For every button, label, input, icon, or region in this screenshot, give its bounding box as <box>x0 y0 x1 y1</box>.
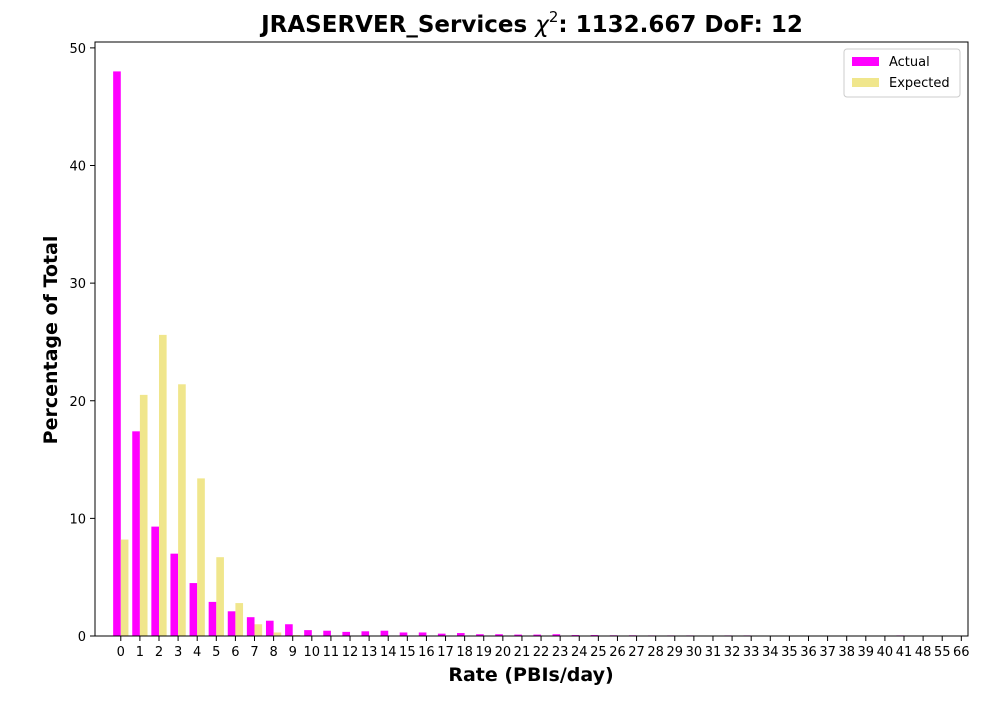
y-tick-label-30: 30 <box>69 277 86 292</box>
x-tick-label-18: 18 <box>456 645 473 660</box>
x-tick-label-1: 1 <box>136 645 144 660</box>
legend-label-expected: Expected <box>889 76 950 91</box>
x-tick-label-4: 4 <box>193 645 201 660</box>
x-tick-label-34: 34 <box>762 645 779 660</box>
x-tick-label-38: 38 <box>838 645 855 660</box>
bar-actual-12 <box>342 632 350 636</box>
x-tick-label-10: 10 <box>304 645 321 660</box>
x-tick-label-16: 16 <box>418 645 435 660</box>
x-tick-label-14: 14 <box>380 645 397 660</box>
bar-actual-14 <box>381 631 389 636</box>
bar-actual-11 <box>323 631 331 636</box>
bar-expected-8 <box>274 632 282 636</box>
x-tick-label-0: 0 <box>117 645 125 660</box>
x-tick-label-30: 30 <box>686 645 703 660</box>
title-sup: 2 <box>549 8 559 26</box>
x-tick-label-41: 41 <box>896 645 913 660</box>
x-tick-label-40: 40 <box>877 645 894 660</box>
x-tick-label-22: 22 <box>533 645 550 660</box>
bar-actual-10 <box>304 630 312 636</box>
x-tick-label-24: 24 <box>571 645 588 660</box>
bar-actual-6 <box>228 611 236 636</box>
x-axis-label: Rate (PBIs/day) <box>448 664 613 686</box>
x-tick-label-23: 23 <box>552 645 569 660</box>
title-prefix: JRASERVER_Services <box>259 12 535 38</box>
legend: Actual Expected <box>844 49 960 97</box>
bar-expected-1 <box>140 395 148 636</box>
y-tick-label-40: 40 <box>69 160 86 175</box>
title-chi: χ <box>533 12 550 38</box>
x-tick-label-27: 27 <box>628 645 645 660</box>
x-tick-label-17: 17 <box>437 645 454 660</box>
bar-actual-16 <box>419 632 427 636</box>
x-tick-label-29: 29 <box>666 645 683 660</box>
legend-swatch-expected <box>852 78 879 87</box>
x-tick-label-25: 25 <box>590 645 607 660</box>
bar-expected-7 <box>255 624 263 636</box>
title-suffix: : 1132.667 DoF: 12 <box>558 12 803 38</box>
bar-expected-0 <box>121 540 129 636</box>
x-tick-label-6: 6 <box>231 645 239 660</box>
bar-actual-7 <box>247 617 255 636</box>
chart-title: JRASERVER_Services χ2: 1132.667 DoF: 12 <box>259 8 803 38</box>
bar-actual-4 <box>190 583 198 636</box>
bar-expected-5 <box>216 557 224 636</box>
x-tick-label-32: 32 <box>724 645 741 660</box>
x-tick-label-37: 37 <box>819 645 836 660</box>
legend-label-actual: Actual <box>889 55 930 70</box>
bar-actual-1 <box>132 431 140 636</box>
x-tick-label-55: 55 <box>934 645 951 660</box>
x-tick-label-35: 35 <box>781 645 798 660</box>
y-tick-label-10: 10 <box>69 512 86 527</box>
x-tick-label-33: 33 <box>743 645 760 660</box>
legend-swatch-actual <box>852 57 879 66</box>
bar-actual-9 <box>285 624 293 636</box>
plot-frame <box>95 42 968 636</box>
bar-actual-0 <box>113 71 121 636</box>
x-tick-label-5: 5 <box>212 645 220 660</box>
x-tick-label-26: 26 <box>609 645 626 660</box>
x-tick-label-15: 15 <box>399 645 416 660</box>
bar-actual-2 <box>151 527 159 636</box>
x-tick-label-36: 36 <box>800 645 817 660</box>
x-tick-label-39: 39 <box>858 645 875 660</box>
bar-actual-3 <box>170 554 178 636</box>
bar-expected-4 <box>197 478 205 636</box>
x-tick-label-19: 19 <box>475 645 492 660</box>
x-tick-label-7: 7 <box>250 645 258 660</box>
y-tick-label-50: 50 <box>69 42 86 57</box>
x-tick-label-13: 13 <box>361 645 378 660</box>
x-tick-label-20: 20 <box>495 645 512 660</box>
y-tick-label-20: 20 <box>69 395 86 410</box>
x-tick-label-2: 2 <box>155 645 163 660</box>
x-tick-label-66: 66 <box>953 645 970 660</box>
bar-actual-15 <box>400 632 408 636</box>
bar-expected-6 <box>235 603 243 636</box>
y-axis-label: Percentage of Total <box>40 236 62 445</box>
bar-expected-3 <box>178 384 186 636</box>
x-tick-label-28: 28 <box>647 645 664 660</box>
x-tick-label-12: 12 <box>342 645 359 660</box>
x-tick-label-11: 11 <box>323 645 340 660</box>
bar-expected-2 <box>159 335 167 636</box>
bar-actual-5 <box>209 602 217 636</box>
x-tick-label-31: 31 <box>705 645 722 660</box>
bar-actual-13 <box>361 631 369 636</box>
bar-actual-8 <box>266 621 274 636</box>
x-tick-label-9: 9 <box>289 645 297 660</box>
y-tick-label-0: 0 <box>78 630 86 645</box>
x-tick-label-21: 21 <box>514 645 531 660</box>
x-tick-label-48: 48 <box>915 645 932 660</box>
x-tick-label-3: 3 <box>174 645 182 660</box>
x-tick-label-8: 8 <box>269 645 277 660</box>
